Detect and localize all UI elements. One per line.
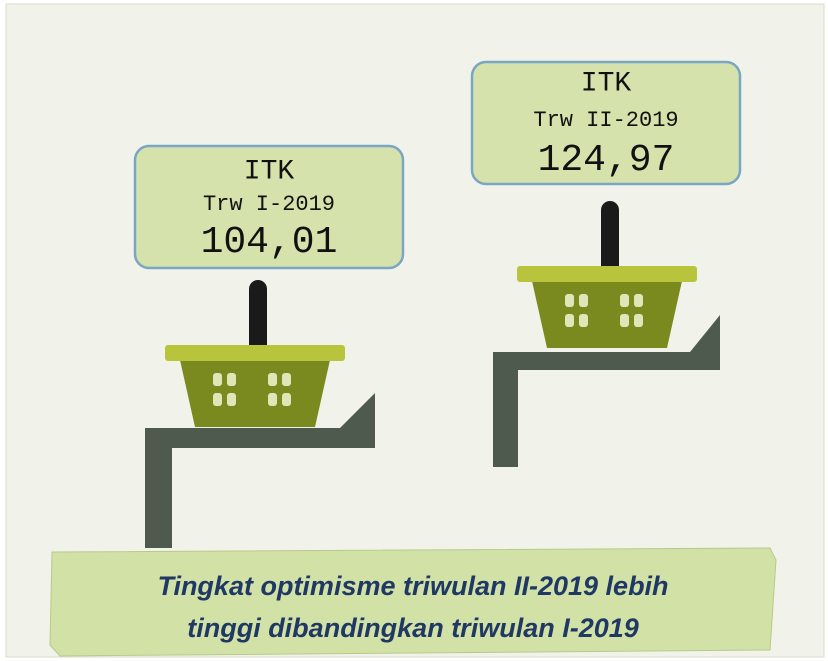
- card: ITK Trw I-2019 104,01: [133, 144, 405, 270]
- card-label: ITK: [244, 156, 295, 187]
- card-label: ITK: [581, 68, 632, 99]
- shelf: [493, 315, 720, 467]
- card-value: 124,97: [538, 139, 675, 182]
- shelf: [145, 393, 375, 548]
- card: ITK Trw II-2019 124,97: [470, 60, 742, 186]
- caption: Tingkat optimisme triwulan II-2019 lebih…: [49, 547, 777, 657]
- caption-line: Tingkat optimisme triwulan II-2019 lebih: [157, 571, 668, 601]
- card-period: Trw II-2019: [533, 108, 678, 133]
- card-value: 104,01: [201, 221, 338, 264]
- card-period: Trw I-2019: [203, 192, 335, 217]
- caption-line: tinggi dibandingkan triwulan I-2019: [187, 613, 639, 643]
